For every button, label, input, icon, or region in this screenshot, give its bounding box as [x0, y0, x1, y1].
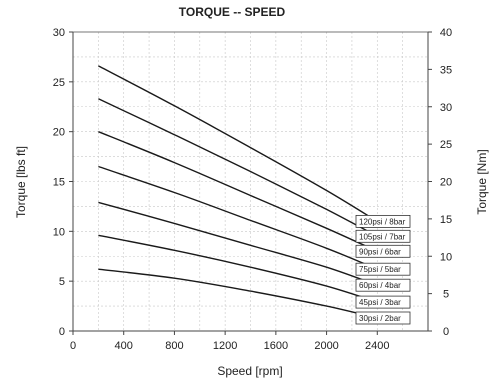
x-tick-label: 400: [115, 340, 133, 352]
y-axis-label: Torque [lbs ft]: [14, 146, 28, 218]
series-label-text: 75psi / 5bar: [359, 265, 401, 274]
series-label-box: [355, 262, 411, 276]
y2-tick-label: 25: [440, 139, 452, 151]
series-label-box: [355, 244, 411, 258]
series-line-60psi: [98, 201, 378, 286]
series-line-90psi: [98, 131, 378, 252]
x-axis-label: Speed [rpm]: [217, 364, 282, 378]
series-label-box: [355, 295, 411, 309]
x-tick-label: 0: [70, 340, 76, 352]
series-label-text: 90psi / 6bar: [359, 247, 401, 256]
series-label-105psi: 105psi / 7bar: [355, 229, 411, 243]
series-line-105psi: [98, 98, 378, 237]
series-label-text: 30psi / 2bar: [359, 314, 401, 323]
series-line-75psi: [98, 165, 378, 270]
series-label-text: 105psi / 7bar: [359, 232, 406, 241]
x-tick-label: 1600: [264, 340, 288, 352]
x-tick-label: 800: [165, 340, 183, 352]
series-label-90psi: 90psi / 6bar: [355, 244, 411, 258]
y2-tick-label: 35: [440, 64, 452, 76]
x-tick-label: 2400: [365, 340, 389, 352]
y2-tick-label: 20: [440, 177, 452, 189]
series-label-text: 120psi / 8bar: [359, 217, 406, 226]
series-label-text: 45psi / 3bar: [359, 298, 401, 307]
series-label-box: [355, 278, 411, 292]
y-tick-label: 15: [53, 177, 65, 189]
series-label-75psi: 75psi / 5bar: [355, 262, 411, 276]
y2-axis-label: Torque [Nm]: [475, 149, 489, 214]
series-layer: [98, 65, 378, 319]
y2-tick-label: 40: [440, 27, 452, 39]
y2-tick-label: 10: [440, 251, 452, 263]
grid-layer: [73, 32, 428, 331]
series-line-45psi: [98, 234, 378, 303]
y-tick-label: 30: [53, 27, 65, 39]
series-label-box: [355, 214, 411, 228]
series-label-60psi: 60psi / 4bar: [355, 278, 411, 292]
series-label-text: 60psi / 4bar: [359, 281, 401, 290]
y-tick-label: 20: [53, 127, 65, 139]
series-label-120psi: 120psi / 8bar: [355, 214, 411, 228]
y2-tick-label: 0: [443, 326, 449, 338]
y2-tick-label: 30: [440, 102, 452, 114]
y-tick-label: 10: [53, 226, 65, 238]
axes-layer: 0 400 800 1200 1600 2000 2400 0 5 10 15 20 25 30 0 5 10 1…: [53, 27, 452, 352]
x-tick-label: 2000: [314, 340, 338, 352]
y-tick-label: 0: [59, 326, 65, 338]
y-tick-label: 25: [53, 77, 65, 89]
x-tick-label: 1200: [213, 340, 237, 352]
y-tick-label: 5: [59, 276, 65, 288]
chart-title: TORQUE -- SPEED: [179, 5, 286, 19]
y2-tick-label: 15: [440, 214, 452, 226]
series-line-120psi: [98, 65, 378, 222]
series-label-box: [355, 229, 411, 243]
series-label-30psi: 30psi / 2bar: [355, 311, 411, 325]
y2-tick-label: 5: [443, 289, 449, 301]
series-label-box: [355, 311, 411, 325]
series-label-45psi: 45psi / 3bar: [355, 295, 411, 309]
series-line-30psi: [98, 268, 378, 319]
series-label-layer: 30psi / 2bar 45psi / 3bar 60psi / 4bar 75ps…: [355, 214, 411, 325]
